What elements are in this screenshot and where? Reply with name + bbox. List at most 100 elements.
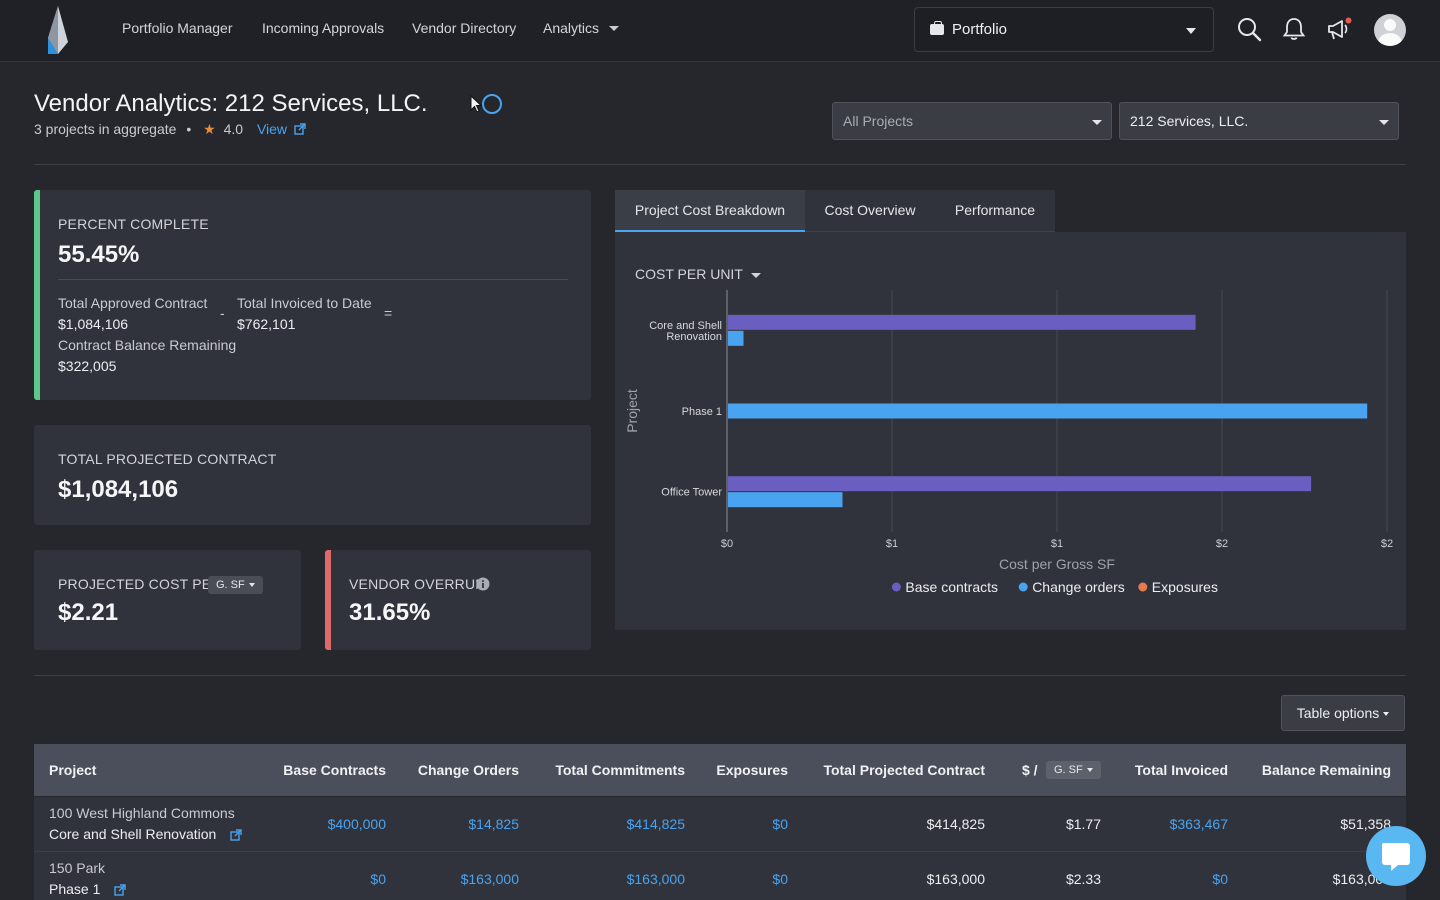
chat-bubble-icon: [1381, 843, 1410, 871]
total-projected-contract-label: TOTAL PROJECTED CONTRACT: [58, 451, 277, 467]
column-header-balance-remaining[interactable]: Balance Remaining: [1261, 762, 1391, 778]
bell-icon[interactable]: [1281, 16, 1307, 42]
cell-per-unit: $2.33: [1065, 871, 1101, 887]
avatar[interactable]: [1374, 14, 1406, 46]
nav-portfolio-manager[interactable]: Portfolio Manager: [122, 20, 233, 36]
column-header-per-unit[interactable]: $ /: [1022, 762, 1038, 778]
column-header-base-contracts[interactable]: Base Contracts: [283, 762, 386, 778]
project-name: 150 Park: [49, 860, 106, 876]
cost-per-unit-dropdown[interactable]: COST PER UNIT: [635, 266, 761, 282]
column-header-change-orders[interactable]: Change Orders: [417, 762, 519, 778]
per-unit-dropdown[interactable]: G. SF: [1046, 761, 1101, 779]
loading-spinner-icon: [482, 94, 502, 114]
chevron-down-icon: [750, 272, 761, 278]
chevron-down-icon: [248, 583, 255, 588]
vendor-overrun-value: 31.65%: [349, 599, 431, 626]
vendor-rating: 4.0: [223, 121, 244, 137]
search-icon[interactable]: [1236, 16, 1262, 42]
projected-cost-value: $2.21: [58, 599, 119, 626]
projected-cost-label: PROJECTED COST PER: [58, 576, 222, 592]
page-title: Vendor Analytics: 212 Services, LLC.: [34, 90, 428, 117]
external-link-icon: [294, 123, 306, 135]
analytics-chevron-down-icon[interactable]: [609, 26, 619, 31]
legend-marker: [1018, 582, 1028, 592]
bar: [728, 314, 1196, 330]
project-name: 100 West Highland Commons: [49, 805, 235, 821]
cell-total-invoiced[interactable]: $363,467: [1169, 816, 1228, 832]
view-vendor-link[interactable]: View: [257, 121, 306, 137]
table-header: Project Base Contracts Change Orders Tot…: [34, 744, 1406, 796]
cell-total-commitments[interactable]: $414,825: [626, 816, 685, 832]
cell-base-contracts[interactable]: $0: [370, 871, 386, 887]
legend-label: Exposures: [1152, 579, 1218, 595]
cell-change-orders[interactable]: $163,000: [460, 871, 519, 887]
view-vendor-label: View: [256, 121, 288, 137]
percent-complete-label: PERCENT COMPLETE: [58, 216, 209, 232]
unit-dropdown[interactable]: G. SF: [208, 576, 263, 594]
project-filter-select[interactable]: All Projects: [832, 102, 1112, 140]
legend-label: Change orders: [1032, 579, 1125, 595]
cell-exposures[interactable]: $0: [772, 816, 788, 832]
chevron-down-icon: [1186, 28, 1196, 34]
chart-tabs: Project Cost Breakdown Cost Overview Per…: [615, 190, 1055, 232]
cell-total-invoiced[interactable]: $0: [1212, 871, 1228, 887]
logo[interactable]: [48, 6, 68, 54]
vendor-filter-select[interactable]: 212 Services, LLC.: [1119, 102, 1399, 140]
x-tick-label: $1: [886, 538, 898, 550]
legend-marker: [891, 582, 901, 592]
approved-contract-label: Total Approved Contract: [58, 295, 208, 311]
total-projected-contract-card: TOTAL PROJECTED CONTRACT $1,084,106: [34, 425, 591, 525]
chat-support-button[interactable]: [1366, 826, 1426, 886]
external-link-icon[interactable]: [114, 884, 126, 896]
y-axis-title: Project: [624, 389, 640, 433]
x-tick-label: $2: [1216, 538, 1228, 550]
equals-sign: =: [384, 305, 393, 321]
balance-remaining-label: Contract Balance Remaining: [58, 337, 237, 353]
nav-incoming-approvals[interactable]: Incoming Approvals: [262, 20, 385, 36]
column-header-exposures[interactable]: Exposures: [716, 762, 788, 778]
column-header-total-commitments[interactable]: Total Commitments: [555, 762, 685, 778]
divider: [34, 675, 1406, 676]
column-header-project[interactable]: Project: [49, 762, 97, 778]
status-bar-red: [325, 550, 331, 650]
cell-balance-remaining: $51,358: [1340, 816, 1391, 832]
table-row[interactable]: 150 Park Phase 1 $0 $163,000 $163,000 $0…: [34, 852, 1406, 900]
column-header-total-invoiced[interactable]: Total Invoiced: [1134, 762, 1228, 778]
info-icon[interactable]: [476, 577, 490, 591]
project-phase-label: Core and Shell Renovation: [49, 826, 217, 842]
cell-change-orders[interactable]: $14,825: [468, 816, 519, 832]
table-options-button[interactable]: Table options: [1281, 695, 1405, 731]
nav-analytics[interactable]: Analytics: [543, 20, 600, 36]
x-tick-label: $0: [721, 538, 733, 550]
vendor-summary: 3 projects in aggregate • ★ 4.0 View: [34, 121, 306, 138]
megaphone-icon[interactable]: [1326, 16, 1352, 42]
briefcase-icon: [930, 21, 944, 35]
cell-total-commitments[interactable]: $163,000: [626, 871, 685, 887]
table-row[interactable]: 100 West Highland Commons Core and Shell…: [34, 797, 1406, 852]
bar: [728, 476, 1312, 492]
per-unit-dropdown-value: G. SF: [1054, 764, 1083, 776]
bar: [728, 403, 1368, 419]
cell-base-contracts[interactable]: $400,000: [327, 816, 386, 832]
nav-vendor-directory[interactable]: Vendor Directory: [412, 20, 517, 36]
y-tick-label: Core and Shell: [649, 320, 722, 332]
chevron-down-icon: [1086, 768, 1093, 773]
chevron-down-icon: [1379, 120, 1389, 125]
y-tick-label: Phase 1: [682, 406, 722, 418]
project-phase: Phase 1: [49, 881, 126, 897]
divider: [34, 164, 1406, 165]
tab-project-cost-breakdown[interactable]: Project Cost Breakdown: [615, 190, 805, 232]
vendor-overrun-label: VENDOR OVERRUN: [349, 576, 486, 592]
portfolio-select[interactable]: Portfolio: [914, 7, 1214, 52]
tab-cost-overview[interactable]: Cost Overview: [824, 202, 916, 218]
external-link-icon[interactable]: [230, 829, 242, 841]
vendor-filter-value: 212 Services, LLC.: [1130, 113, 1249, 129]
cell-exposures[interactable]: $0: [772, 871, 788, 887]
percent-complete-card: PERCENT COMPLETE 55.45% Total Approved C…: [34, 190, 591, 400]
column-header-total-projected-contract[interactable]: Total Projected Contract: [823, 762, 985, 778]
cell-total-projected-contract: $163,000: [926, 871, 985, 887]
x-axis-title: Cost per Gross SF: [999, 556, 1115, 572]
approved-contract-value: $1,084,106: [58, 316, 129, 332]
tab-performance[interactable]: Performance: [954, 202, 1036, 218]
